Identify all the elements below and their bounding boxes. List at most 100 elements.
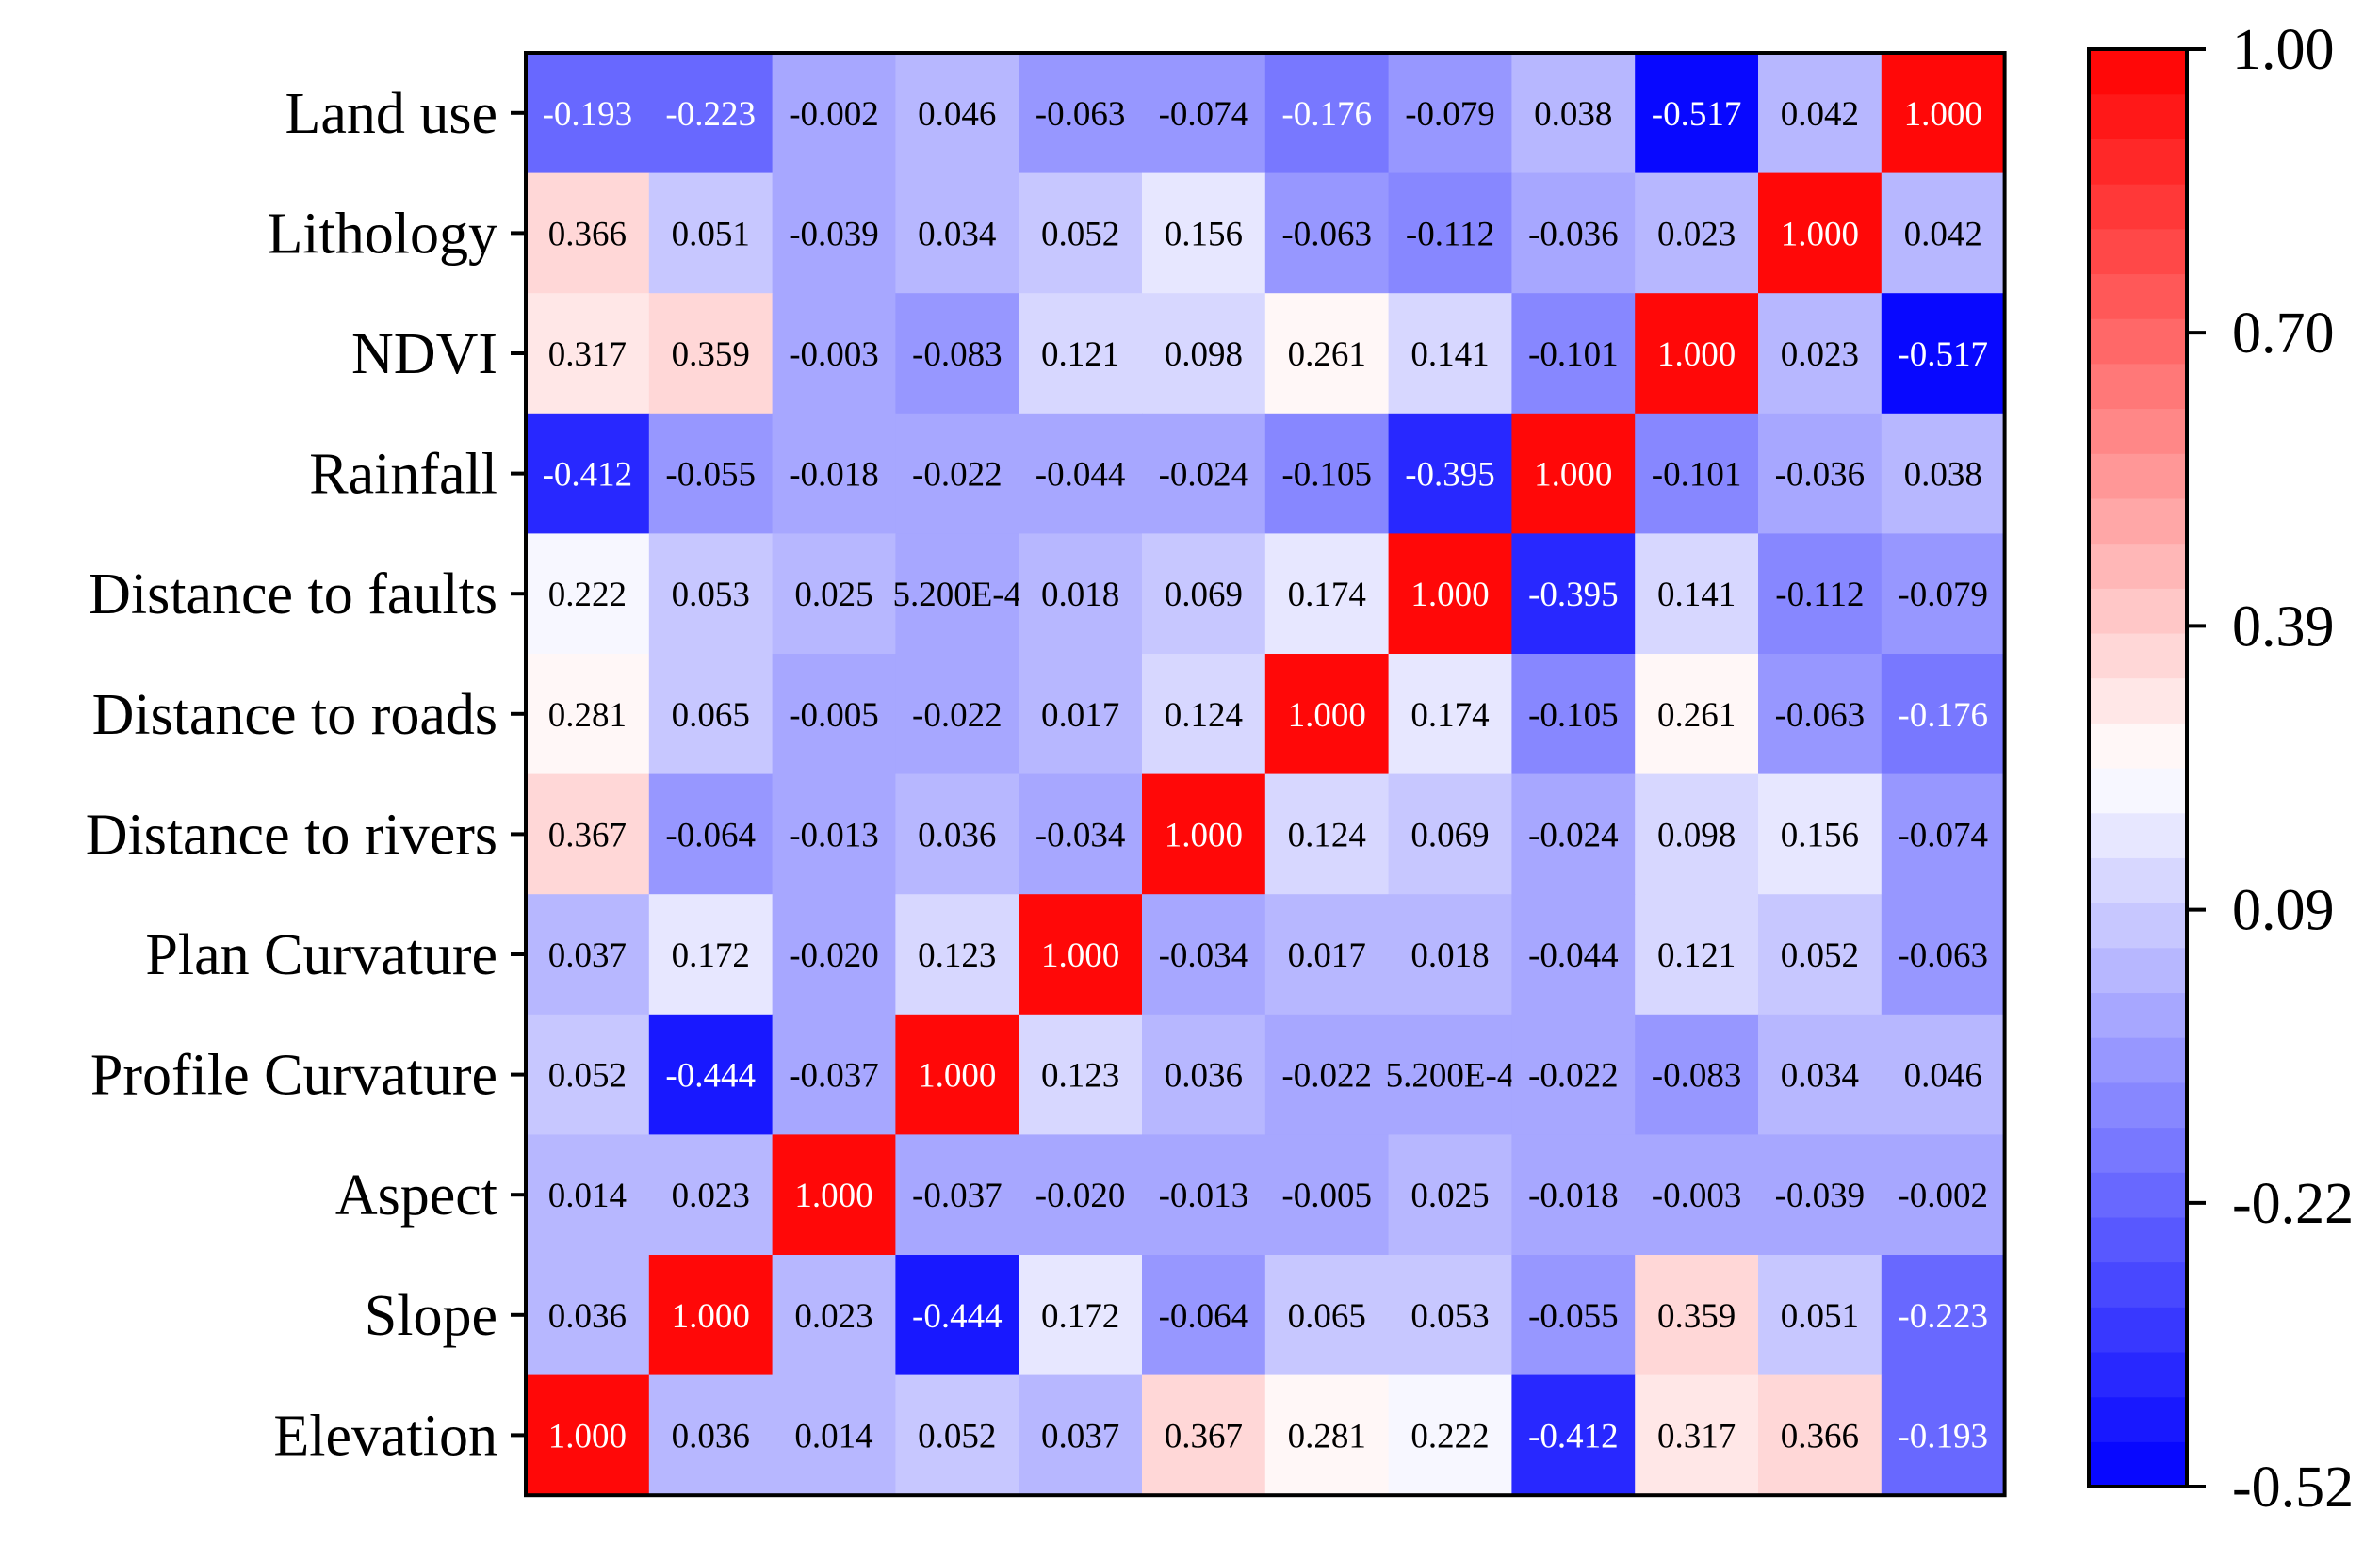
cell-value-label: 0.156 [1781, 816, 1859, 854]
heatmap-cell [1388, 1014, 1512, 1135]
cell-value-label: 0.172 [672, 936, 750, 975]
heatmap-cell [526, 413, 650, 534]
cell-value-label: -0.039 [789, 215, 879, 253]
cell-value-label: 1.000 [1165, 816, 1243, 854]
heatmap-cells: -0.193 -0.223 -0.002 0.046 -0.063 -0.074 -0.17… [526, 53, 2006, 1496]
heatmap-cell [1388, 1374, 1512, 1496]
heatmap-cell [1635, 172, 1759, 294]
heatmap-cell [1881, 1134, 2006, 1256]
cell-value-label: 0.023 [1781, 335, 1859, 374]
cell-value-label: 1.000 [1657, 335, 1736, 374]
heatmap-cell [1388, 894, 1512, 1016]
heatmap-cell [526, 1255, 650, 1376]
heatmap-cell [526, 172, 650, 294]
heatmap-cell [1142, 172, 1266, 294]
heatmap-cell [1019, 413, 1143, 534]
heatmap-cell [1881, 1014, 2006, 1135]
colorbar-swatch [2089, 992, 2187, 1038]
cell-value-label: 1.000 [1534, 456, 1612, 495]
cell-value-label: 0.367 [1165, 1417, 1243, 1456]
heatmap-cell [1511, 533, 1636, 655]
heatmap-cell [1511, 53, 1636, 174]
cell-value-label: 0.014 [794, 1417, 872, 1456]
heatmap-cell [1881, 533, 2006, 655]
cell-value-label: 0.317 [1657, 1417, 1736, 1456]
heatmap-cell [1019, 1134, 1143, 1256]
heatmap-cell [1635, 293, 1759, 415]
cell-value-label: 0.038 [1534, 95, 1612, 134]
cell-value-label: 0.018 [1041, 576, 1119, 614]
cell-value-label: -0.036 [1528, 215, 1619, 253]
cell-value-label: -0.079 [1405, 95, 1495, 134]
colorbar-swatch [2089, 1351, 2187, 1398]
cell-value-label: -0.002 [1898, 1177, 1988, 1215]
cell-value-label: -0.002 [789, 95, 879, 134]
heatmap-cell [1388, 293, 1512, 415]
heatmap-cell [648, 293, 774, 415]
cell-value-label: 0.124 [1165, 696, 1243, 735]
heatmap-cell [1511, 1374, 1636, 1496]
cell-value-label: 0.036 [1165, 1057, 1243, 1096]
cell-value-label: -0.176 [1898, 696, 1988, 735]
cell-value-label: 0.014 [548, 1177, 627, 1215]
heatmap-cell [648, 413, 774, 534]
heatmap-cell [526, 533, 650, 655]
cell-value-label: 5.200E-4 [892, 576, 1021, 614]
cell-value-label: 0.366 [1781, 1417, 1859, 1456]
cell-value-label: 0.121 [1657, 936, 1736, 975]
cell-value-label: 0.053 [1410, 1297, 1489, 1336]
cell-value-label: 0.261 [1657, 696, 1736, 735]
cell-value-label: -0.022 [1528, 1057, 1619, 1096]
cell-value-label: -0.112 [1406, 215, 1494, 253]
heatmap-cell [1758, 293, 1883, 415]
row-label: Profile Curvature [90, 1044, 497, 1108]
heatmap-cell [648, 894, 774, 1016]
cell-value-label: -0.412 [1528, 1417, 1619, 1456]
row-label: Distance to faults [89, 562, 497, 626]
cell-value-label: 0.172 [1041, 1297, 1119, 1336]
heatmap-cell [1511, 293, 1636, 415]
colorbar-swatch [2089, 408, 2187, 454]
cell-value-label: 0.065 [1288, 1297, 1366, 1336]
heatmap-cell [1388, 1255, 1512, 1376]
row-label: Distance to roads [92, 683, 497, 747]
cell-value-label: 0.038 [1904, 456, 1982, 495]
colorbar-swatch [2089, 273, 2187, 319]
heatmap-cell [648, 1134, 774, 1256]
cell-value-label: -0.063 [1035, 95, 1126, 134]
heatmap-cell [1881, 413, 2006, 534]
colorbar-tick-label: 0.70 [2232, 301, 2335, 366]
cell-value-label: 0.042 [1781, 95, 1859, 134]
colorbar-swatch [2089, 93, 2187, 139]
cell-value-label: 1.000 [1904, 95, 1982, 134]
cell-value-label: 0.051 [1781, 1297, 1859, 1336]
heatmap-cell [1758, 533, 1883, 655]
row-label: Elevation [273, 1404, 497, 1468]
colorbar-swatch [2089, 677, 2187, 724]
colorbar-swatch [2089, 228, 2187, 275]
cell-value-label: -0.395 [1405, 456, 1495, 495]
colorbar-swatch [2089, 363, 2187, 410]
row-label: NDVI [351, 322, 497, 386]
cell-value-label: -0.064 [1159, 1297, 1249, 1336]
cell-value-label: -0.074 [1898, 816, 1988, 854]
heatmap-cell [526, 1374, 650, 1496]
colorbar-swatch [2089, 1127, 2187, 1173]
heatmap-cell [1142, 1014, 1266, 1135]
cell-value-label: -0.412 [543, 456, 633, 495]
heatmap-cell [1142, 654, 1266, 775]
colorbar-swatch [2089, 453, 2187, 499]
heatmap-cell [1264, 1134, 1390, 1256]
cell-value-label: -0.105 [1528, 696, 1619, 735]
heatmap-cell [1881, 773, 2006, 895]
heatmap-cell [772, 1014, 896, 1135]
cell-value-label: 0.017 [1288, 936, 1366, 975]
cell-value-label: 0.124 [1288, 816, 1366, 854]
colorbar-swatch [2089, 588, 2187, 634]
cell-value-label: 0.034 [1781, 1057, 1859, 1096]
cell-value-label: 0.317 [548, 335, 627, 374]
heatmap-cell [1019, 533, 1143, 655]
heatmap-cell [1758, 172, 1883, 294]
colorbar-swatch [2089, 184, 2187, 230]
heatmap-cell [1758, 413, 1883, 534]
